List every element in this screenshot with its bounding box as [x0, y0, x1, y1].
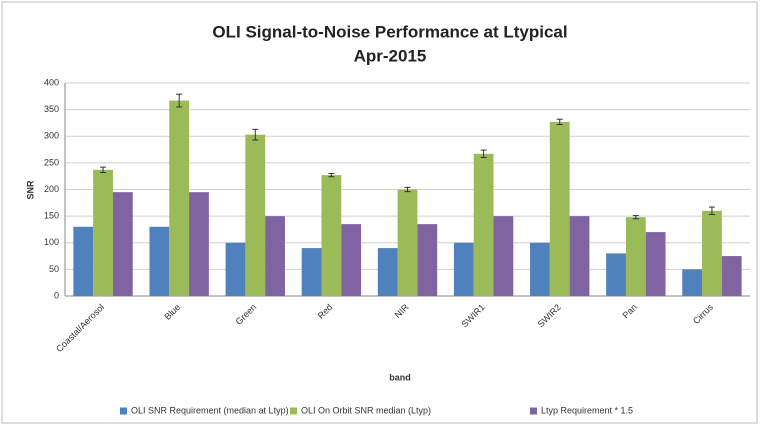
error-bar: [100, 166, 107, 173]
y-axis-title: SNR: [25, 180, 35, 200]
bar: [493, 216, 514, 296]
error-bar: [556, 118, 563, 126]
legend-swatch: [530, 407, 537, 415]
bar: [682, 269, 703, 296]
bar: [112, 192, 133, 296]
y-tick-label: 50: [49, 264, 59, 274]
bar: [93, 169, 113, 296]
bar: [606, 253, 626, 296]
bar: [321, 175, 342, 296]
bar: [549, 121, 570, 296]
bar: [149, 226, 170, 296]
error-bar: [708, 206, 715, 216]
bar: [417, 224, 438, 296]
chart-subtitle: Apr-2015: [354, 46, 427, 65]
error-bar: [632, 215, 639, 220]
error-bar: [328, 173, 335, 178]
bar: [530, 242, 550, 296]
error-bar: [404, 186, 411, 193]
bar: [73, 226, 94, 296]
chart-title: OLI Signal-to-Noise Performance at Ltypi…: [212, 22, 567, 41]
bar: [721, 256, 742, 296]
legend-swatch: [290, 407, 297, 415]
bar: [453, 242, 474, 296]
bar: [189, 192, 209, 296]
y-tick-label: 350: [44, 104, 59, 114]
legend-label: OLI On Orbit SNR median (Ltyp): [301, 405, 431, 415]
y-tick-label: 150: [44, 211, 59, 221]
bar: [473, 153, 494, 296]
y-tick-label: 300: [44, 131, 59, 141]
bar: [225, 242, 246, 296]
bar: [265, 216, 285, 296]
y-tick-label: 100: [44, 237, 59, 247]
error-bar: [176, 93, 183, 108]
error-bar: [252, 128, 259, 141]
y-tick-label: 0: [54, 290, 59, 300]
bar: [341, 224, 362, 296]
error-bar: [480, 149, 487, 159]
legend-label: OLI SNR Requirement (median at Ltyp): [131, 405, 289, 415]
legend-label: Ltyp Requirement * 1.5: [541, 405, 633, 415]
bar: [169, 100, 190, 296]
bar: [645, 232, 666, 296]
bar: [245, 134, 266, 296]
bar: [301, 248, 322, 296]
bar: [569, 216, 590, 296]
bar: [397, 189, 418, 296]
bar: [625, 217, 646, 296]
y-tick-label: 400: [44, 77, 59, 87]
y-tick-label: 250: [44, 157, 59, 167]
legend-swatch: [120, 407, 127, 415]
y-tick-label: 200: [44, 184, 59, 194]
x-axis-title: band: [389, 372, 411, 382]
bar: [377, 248, 398, 296]
bar: [702, 210, 722, 296]
